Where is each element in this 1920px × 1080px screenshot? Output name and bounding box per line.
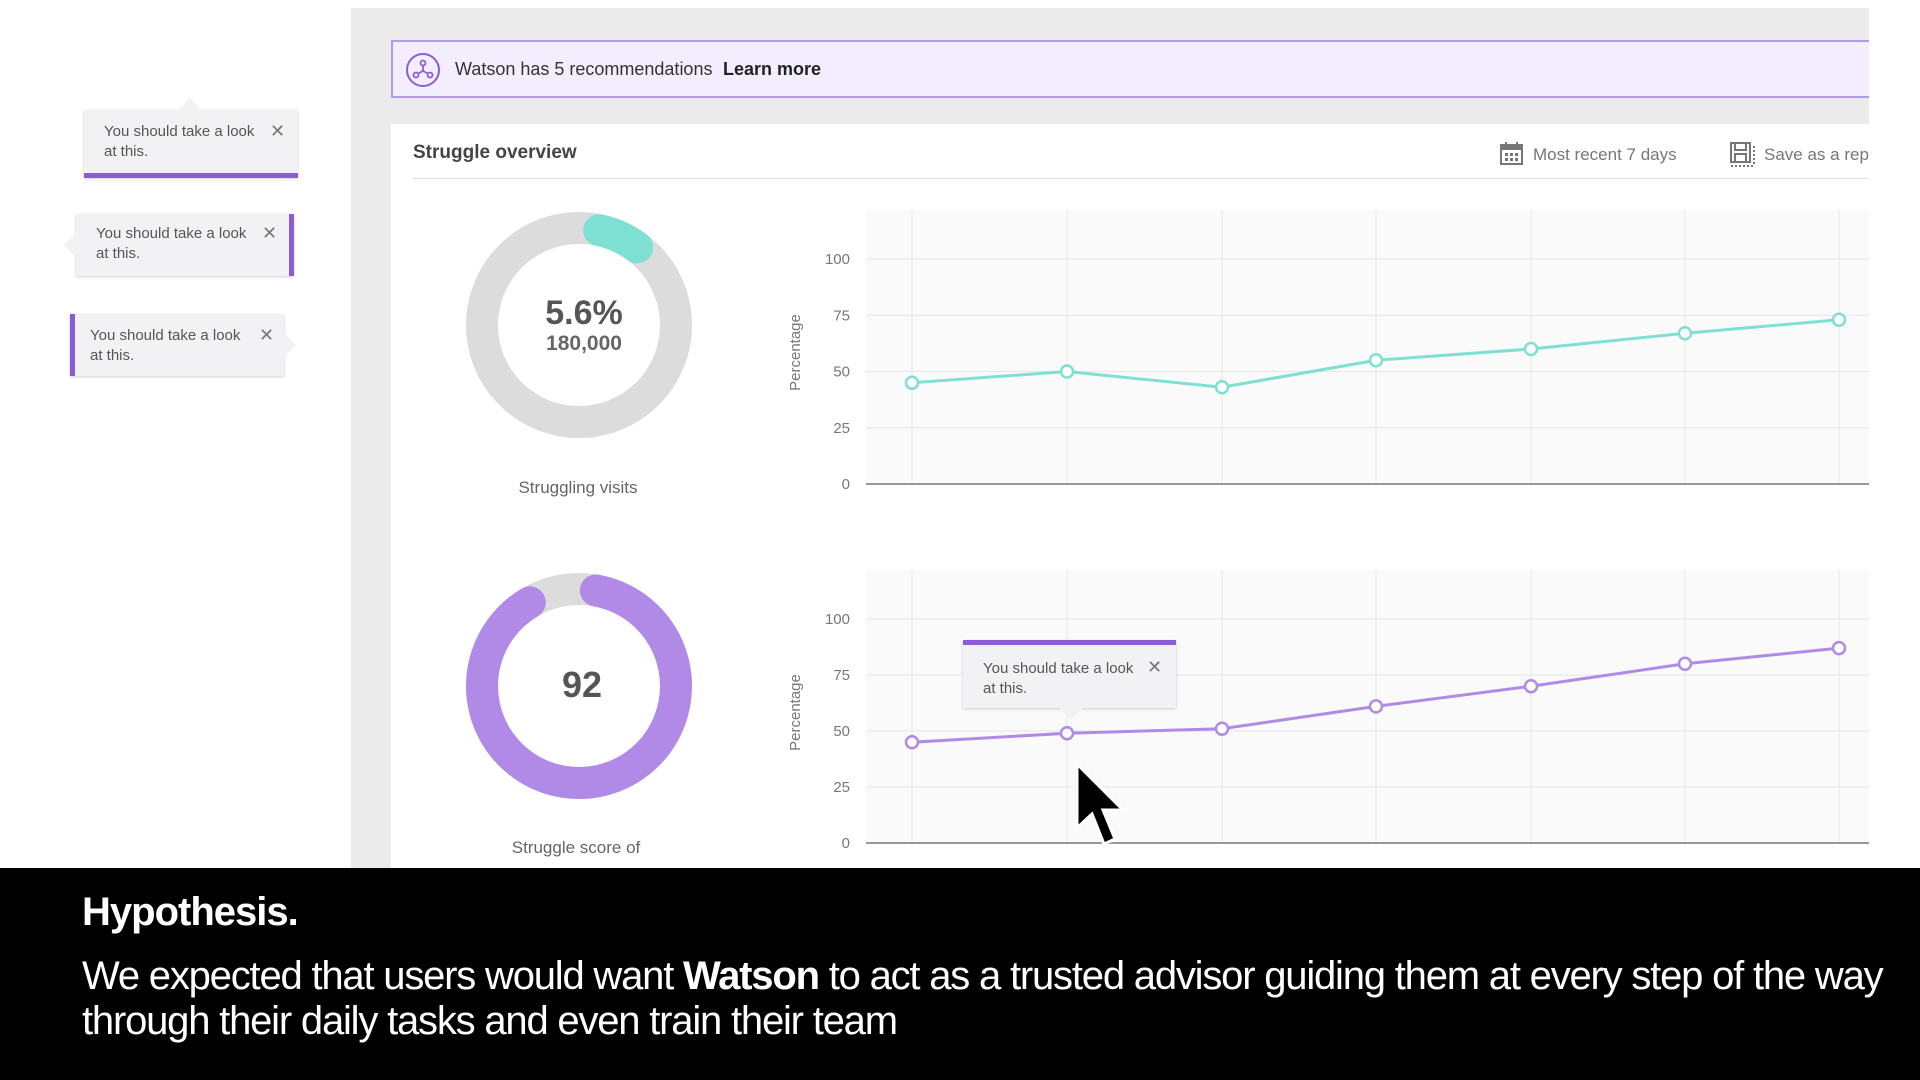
card-title: Struggle overview — [413, 142, 577, 163]
close-icon[interactable]: ✕ — [1147, 657, 1163, 677]
close-icon[interactable]: ✕ — [259, 325, 275, 345]
tooltip-text: You should take a look at this. — [90, 327, 241, 364]
close-icon[interactable]: ✕ — [262, 223, 278, 243]
caption-text-start: We expected that users would want — [82, 954, 684, 998]
tooltip-variant-left: You should take a look at this. ✕ — [70, 314, 296, 376]
tooltip-text: You should take a look at this. — [96, 225, 247, 262]
caption-emphasis: Watson — [683, 954, 820, 998]
chart2-y-axis-label: Percentage — [786, 674, 804, 751]
chart-point-tooltip: You should take a look at this. ✕ — [963, 640, 1176, 720]
learn-more-link[interactable]: Learn more — [723, 59, 822, 79]
tooltip-variant-bottom: You should take a look at this. ✕ — [84, 98, 298, 178]
caption-title: Hypothesis. — [82, 890, 299, 934]
date-range-label: Most recent 7 days — [1533, 145, 1677, 164]
watson-banner: Watson has 5 recommendations Learn more — [391, 40, 1869, 98]
caption-bar: Hypothesis. We expected that users would… — [0, 868, 1920, 1080]
save-as-report-label: Save as a rep — [1764, 145, 1869, 164]
close-icon[interactable]: ✕ — [270, 121, 286, 141]
card-divider — [413, 178, 1869, 179]
calendar-icon — [1500, 142, 1523, 165]
watson-icon — [406, 53, 440, 87]
caption-text-end: to act as a trusted advisor guiding them… — [82, 954, 1884, 1043]
struggling-visits-label: Struggling visits — [518, 478, 638, 497]
mouse-cursor-icon — [1075, 762, 1127, 847]
tooltip-text: You should take a look at this. — [983, 660, 1134, 697]
struggle-score-value: 92 — [561, 664, 603, 705]
tooltip-variant-right: You should take a look at this. ✕ — [64, 214, 294, 276]
watson-recommendations-text: Watson has 5 recommendations — [455, 59, 713, 79]
struggling-visits-percent: 5.6% — [545, 294, 623, 332]
caption-body: We expected that users would want Watson… — [82, 954, 1912, 1044]
tooltip-text: You should take a look at this. — [104, 123, 255, 160]
struggling-visits-count: 180,000 — [546, 332, 622, 355]
chart1-y-axis-label: Percentage — [786, 314, 804, 391]
struggle-score-label: Struggle score of — [511, 838, 641, 857]
save-icon — [1730, 142, 1755, 167]
